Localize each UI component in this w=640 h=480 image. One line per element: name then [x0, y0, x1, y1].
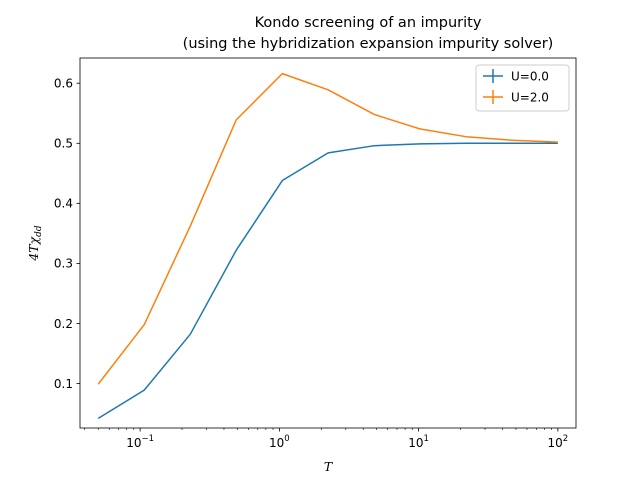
x-tick-label-3: 102: [548, 434, 569, 450]
y-axis-label: 4Tχdd: [26, 225, 44, 262]
plot-lines: [97, 72, 558, 420]
x-tick-label-0: 10−1: [126, 434, 154, 450]
y-tick-label-5: 0.6: [54, 77, 73, 91]
legend-label-0: U=0.0: [511, 69, 549, 83]
plot-frame: [79, 57, 577, 429]
chart-title-line1: Kondo screening of an impurity: [255, 15, 482, 31]
y-axis-label-subscript: dd: [34, 225, 44, 237]
y-tick-label-2: 0.3: [54, 257, 73, 271]
y-tick-label-3: 0.4: [54, 197, 73, 211]
chart-title-line2: (using the hybridization expansion impur…: [183, 36, 554, 52]
y-tick-label-1: 0.2: [54, 317, 73, 331]
x-axis-label: T: [324, 459, 334, 474]
legend-label-1: U=2.0: [511, 90, 549, 104]
x-tick-label-2: 101: [408, 434, 429, 450]
legend: U=0.0 U=2.0: [475, 64, 570, 112]
x-tick-label-1: 100: [269, 434, 290, 450]
y-tick-label-4: 0.5: [54, 137, 73, 151]
y-axis-label-chi: χ: [26, 235, 41, 245]
y-axis-ticks: 0.1 0.2 0.3 0.4 0.5 0.6: [54, 77, 80, 391]
x-axis-ticks: 10−1 100 101 102: [84, 428, 569, 450]
y-tick-label-0: 0.1: [54, 377, 73, 391]
y-axis-label-main: 4T: [26, 243, 41, 262]
